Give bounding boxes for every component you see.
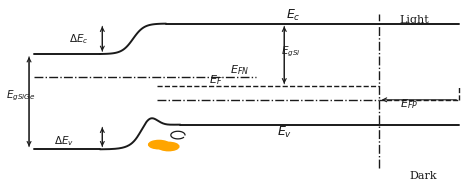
Text: $E_c$: $E_c$	[286, 8, 301, 23]
Text: Light: Light	[400, 15, 429, 25]
Text: $\Delta E_c$: $\Delta E_c$	[69, 32, 89, 46]
Text: $E_F$: $E_F$	[209, 73, 222, 87]
Text: Dark: Dark	[410, 171, 438, 181]
Circle shape	[149, 140, 169, 149]
Text: $E_{FP}$: $E_{FP}$	[401, 98, 419, 112]
Text: $E_{gSi}$: $E_{gSi}$	[282, 45, 301, 59]
Text: $E_{FN}$: $E_{FN}$	[230, 63, 249, 77]
Text: $\Delta E_v$: $\Delta E_v$	[54, 134, 74, 148]
Circle shape	[158, 142, 179, 151]
Text: $E_{gSiGe}$: $E_{gSiGe}$	[6, 89, 36, 103]
Text: $E_v$: $E_v$	[277, 125, 292, 140]
